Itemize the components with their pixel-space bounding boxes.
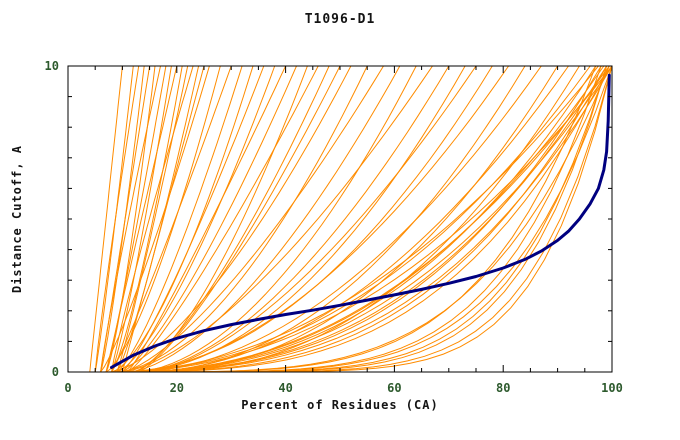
model-curve	[122, 65, 433, 373]
model-curve	[111, 65, 194, 373]
y-tick-label: 0	[52, 365, 59, 379]
model-curve	[138, 65, 569, 373]
y-axis-label: Distance Cutoff, A	[10, 144, 24, 294]
model-curve	[89, 65, 123, 373]
model-curve	[138, 65, 450, 373]
x-tick-label: 20	[170, 381, 184, 395]
model-curve	[105, 65, 221, 373]
model-curve	[127, 65, 510, 373]
model-curve	[111, 65, 232, 373]
model-curve	[100, 65, 161, 373]
model-curve	[100, 65, 210, 373]
x-axis-label: Percent of Residues (CA)	[241, 398, 439, 412]
model-curve	[111, 65, 172, 373]
model-curve	[121, 65, 205, 373]
model-curve	[133, 65, 417, 373]
model-curve	[106, 65, 608, 373]
model-curve	[122, 65, 265, 373]
model-curve	[116, 65, 243, 373]
model-curve	[111, 65, 599, 373]
x-tick-label: 80	[496, 381, 510, 395]
model-curve	[116, 65, 276, 373]
x-tick-label: 40	[278, 381, 292, 395]
model-curve	[94, 65, 140, 373]
model-curve	[116, 65, 368, 373]
model-curve	[111, 65, 352, 373]
model-curve	[105, 65, 178, 373]
model-curve	[106, 65, 608, 373]
x-tick-label: 100	[601, 381, 623, 395]
model-curve	[122, 65, 384, 373]
model-curve	[122, 65, 610, 373]
model-curve	[116, 65, 189, 373]
model-curve	[116, 65, 613, 373]
model-curve	[138, 65, 341, 373]
y-tick-label: 10	[45, 59, 59, 73]
model-curve	[133, 65, 466, 373]
model-curve	[127, 65, 401, 373]
model-curve	[100, 65, 610, 373]
model-curve	[95, 65, 613, 373]
x-tick-label: 0	[64, 381, 71, 395]
model-curve	[111, 65, 183, 373]
model-curve	[105, 65, 156, 373]
chart-title: T1096-D1	[304, 12, 376, 27]
model-curve	[111, 65, 613, 373]
model-curve	[122, 65, 297, 373]
target-curve	[110, 73, 611, 369]
model-curve	[127, 65, 287, 373]
model-curve	[144, 65, 477, 373]
model-curve	[127, 65, 319, 373]
x-tick-label: 60	[387, 381, 401, 395]
